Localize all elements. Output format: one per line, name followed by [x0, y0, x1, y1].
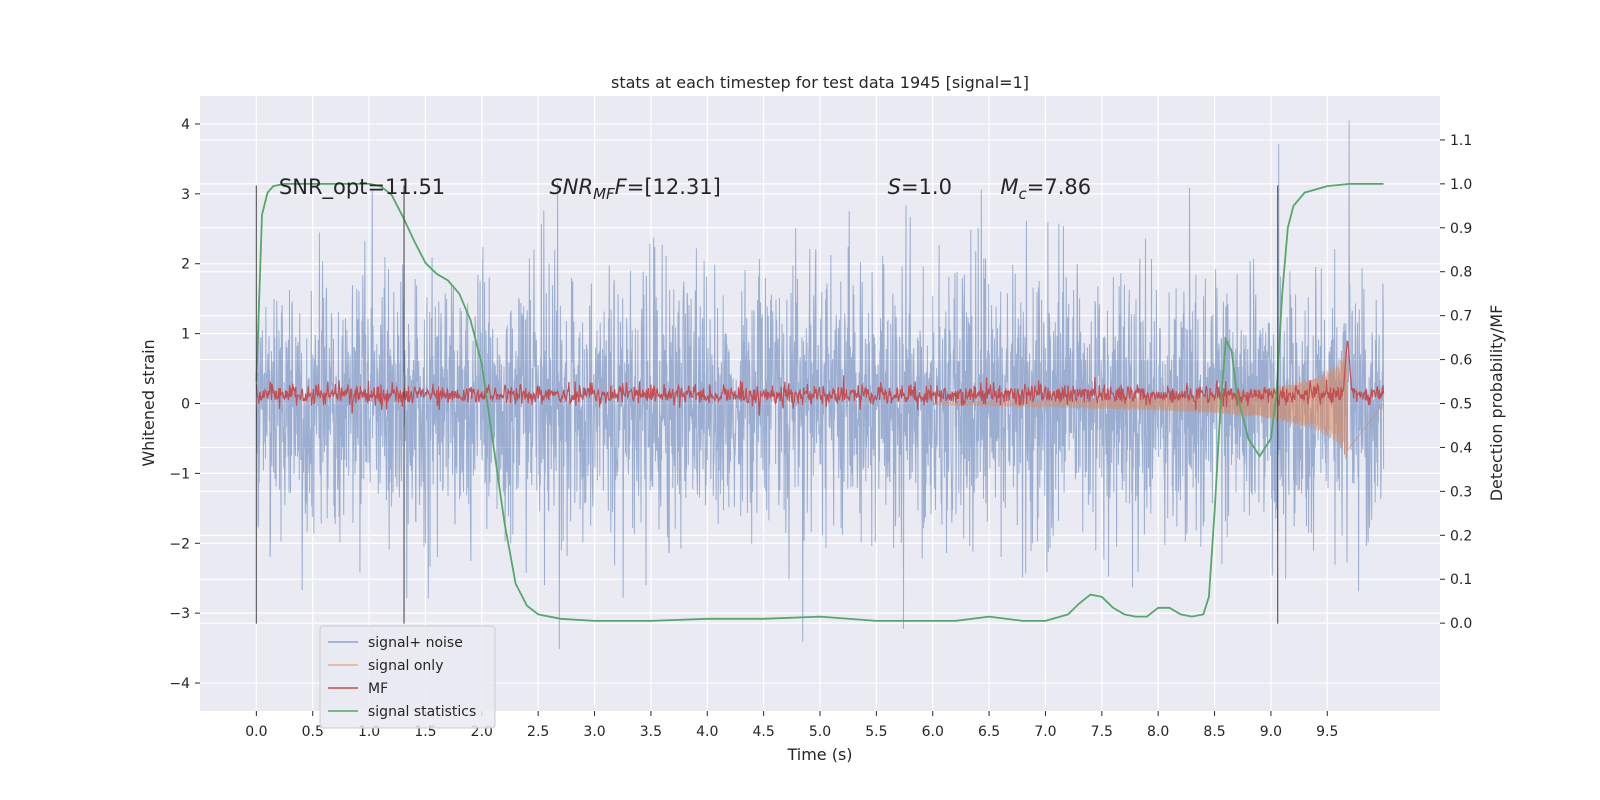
y-tick-label: −3	[169, 606, 190, 622]
legend-label: signal only	[368, 658, 443, 674]
legend: signal+ noise signal only MF signal statist…	[319, 625, 496, 729]
annotation-suffix-text: =[12.31]	[627, 175, 721, 199]
x-tick-label: 6.5	[978, 724, 1000, 740]
annotation: S=1.0	[888, 175, 952, 199]
x-tick-label: 2.5	[527, 724, 549, 740]
y-right-tick-label: 0.8	[1450, 265, 1472, 281]
y-right-tick-label: 0.2	[1450, 528, 1472, 544]
x-tick-label: 3.5	[640, 724, 662, 740]
annotation-suffix-italic: F	[615, 175, 628, 199]
annotation: SNR_opt=11.51	[279, 175, 445, 200]
x-tick-label: 8.5	[1203, 724, 1225, 740]
y-right-tick-label: 1.0	[1450, 177, 1472, 193]
y-axis-label-right: Detection probability/MF	[1487, 305, 1506, 502]
x-tick-label: 6.0	[922, 724, 944, 740]
y-right-tick-label: 0.6	[1450, 353, 1472, 369]
annotations: SNR_opt=11.51 SNRMFF=[12.31] S=1.0 Mc=7.86	[279, 175, 1091, 203]
x-axis-label: Time (s)	[786, 745, 852, 764]
x-tick-label: 3.0	[583, 724, 605, 740]
annotation-subscript: MF	[593, 185, 615, 203]
x-tick-label: 5.5	[865, 724, 887, 740]
y-tick-label: 0	[181, 397, 190, 413]
y-right-tick-label: 1.1	[1450, 133, 1472, 149]
x-tick-label: 5.0	[809, 724, 831, 740]
y-right-tick-label: 0.7	[1450, 309, 1472, 325]
chart-title: stats at each timestep for test data 194…	[611, 73, 1029, 92]
x-tick-label: 7.0	[1034, 724, 1056, 740]
y-tick-label: −1	[169, 466, 190, 482]
y-right-tick-label: 0.9	[1450, 221, 1472, 237]
series-signal-only	[932, 348, 1384, 459]
y-axis-right: 0.0 0.1 0.2 0.3 0.4 0.5 0.6 0.7 0.8 0.9 1.0 1.1	[1440, 133, 1472, 632]
legend-label: signal+ noise	[368, 635, 463, 651]
annotation-main: M	[1000, 175, 1018, 199]
legend-label: signal statistics	[368, 704, 476, 720]
y-axis-label-left: Whitened strain	[139, 339, 158, 466]
series-signal-noise	[255, 120, 1385, 649]
x-tick-label: 4.5	[753, 724, 775, 740]
x-tick-label: 9.0	[1260, 724, 1282, 740]
y-right-tick-label: 0.3	[1450, 484, 1472, 500]
annotation-suffix: F=[12.31]	[615, 175, 721, 199]
series-mf	[255, 340, 1385, 416]
y-right-tick-label: 0.5	[1450, 397, 1472, 413]
annotation-main: SNR	[549, 175, 593, 199]
y-tick-label: −4	[169, 676, 190, 692]
y-right-tick-label: 0.1	[1450, 572, 1472, 588]
annotation-main: SNR_opt=11.51	[279, 175, 445, 200]
legend-label: MF	[368, 681, 388, 697]
series-signal-statistics	[255, 183, 1384, 622]
annotation: SNRMFF=[12.31]	[549, 175, 720, 203]
x-tick-label: 9.5	[1316, 724, 1338, 740]
y-tick-label: −2	[169, 536, 190, 552]
x-tick-label: 8.0	[1147, 724, 1169, 740]
y-axis-left: −4 −3 −2 −1 0 1 2 3 4	[169, 117, 200, 692]
x-tick-label: 7.5	[1091, 724, 1113, 740]
annotation-suffix: =1.0	[901, 175, 952, 199]
y-tick-label: 2	[181, 257, 190, 273]
legend-box	[319, 625, 496, 729]
annotation-subscript: c	[1018, 185, 1027, 203]
x-tick-label: 0.0	[245, 724, 267, 740]
annotation-suffix: =7.86	[1027, 175, 1091, 199]
y-tick-label: 3	[181, 187, 190, 203]
y-tick-label: 4	[181, 117, 190, 133]
y-tick-label: 1	[181, 327, 190, 343]
y-right-tick-label: 0.4	[1450, 440, 1472, 456]
x-tick-label: 4.0	[696, 724, 718, 740]
vertical-markers	[255, 185, 1279, 624]
y-right-tick-label: 0.0	[1450, 616, 1472, 632]
annotation: Mc=7.86	[1000, 175, 1091, 203]
annotation-main: S	[888, 175, 901, 199]
series-layer	[255, 120, 1385, 649]
x-axis: 0.0 0.5 1.0 1.5 2.0 2.5 3.0 3.5 4.0 4.5 5.0 5.5 6.0 6…	[245, 711, 1338, 740]
x-tick-label: 0.5	[302, 724, 324, 740]
